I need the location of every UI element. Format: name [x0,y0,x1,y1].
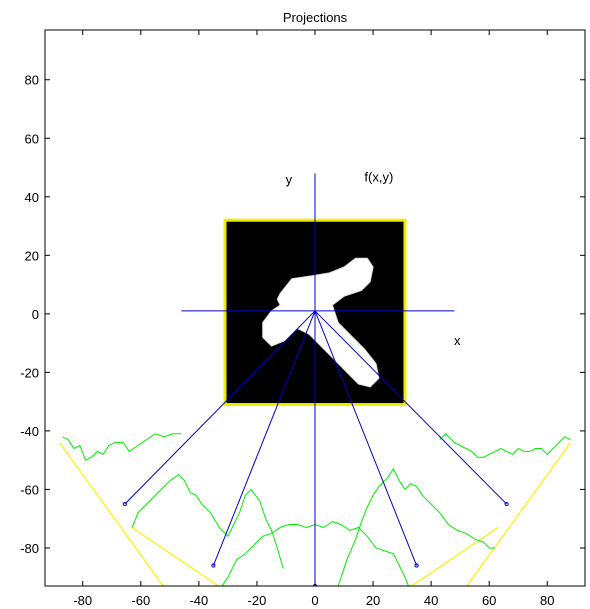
y-tick-label: 60 [25,131,39,146]
x-tick-label: 80 [540,593,554,608]
x-tick-label: 40 [424,593,438,608]
y-tick-label: 0 [32,307,39,322]
ray-end-marker-1 [211,563,216,568]
x-tick-label: -60 [131,593,150,608]
profile-line-0 [62,433,182,461]
y-tick-label: 80 [25,73,39,88]
profile-line-4 [439,433,571,458]
x-tick-label: -20 [248,593,267,608]
x-tick-label: -80 [73,593,92,608]
annotation-fxy: f(x,y) [364,169,393,184]
x-tick-label: 20 [366,593,380,608]
y-tick-label: 20 [25,248,39,263]
projection-line-0 [59,442,164,586]
ray-end-marker-3 [414,563,419,568]
profile-line-1 [131,474,284,569]
ray-0 [124,310,316,505]
projection-profiles [62,433,571,586]
projection-line-3 [410,526,499,586]
ray-3 [314,310,418,566]
ray-4 [314,310,507,505]
image-shape [262,257,380,388]
y-axis-ticks: -80 -60 -40 -20 0 20 40 60 80 [20,73,585,556]
annotation-y: y [286,172,293,187]
y-tick-label: 40 [25,190,39,205]
ray-end-marker-4 [504,501,509,507]
ray-1 [212,310,316,566]
profile-line-3 [337,467,495,586]
x-tick-label: 0 [311,593,318,608]
projection-line-1 [131,526,220,586]
y-tick-label: -80 [20,541,39,556]
y-tick-label: -60 [20,482,39,497]
ray-end-marker-0 [122,501,127,507]
annotation-x: x [454,333,461,348]
y-tick-label: -40 [20,424,39,439]
projection-line-4 [466,442,571,586]
projection-rays [122,310,509,586]
plot-content [59,173,571,586]
x-axis-ticks: -80 -60 -40 -20 0 20 40 60 80 [73,30,554,608]
projection-lines [59,442,571,586]
profile-line-2 [221,521,410,586]
x-tick-label: 60 [482,593,496,608]
chart-title: Projections [283,10,348,25]
y-tick-label: -20 [20,365,39,380]
x-tick-label: -40 [189,593,208,608]
